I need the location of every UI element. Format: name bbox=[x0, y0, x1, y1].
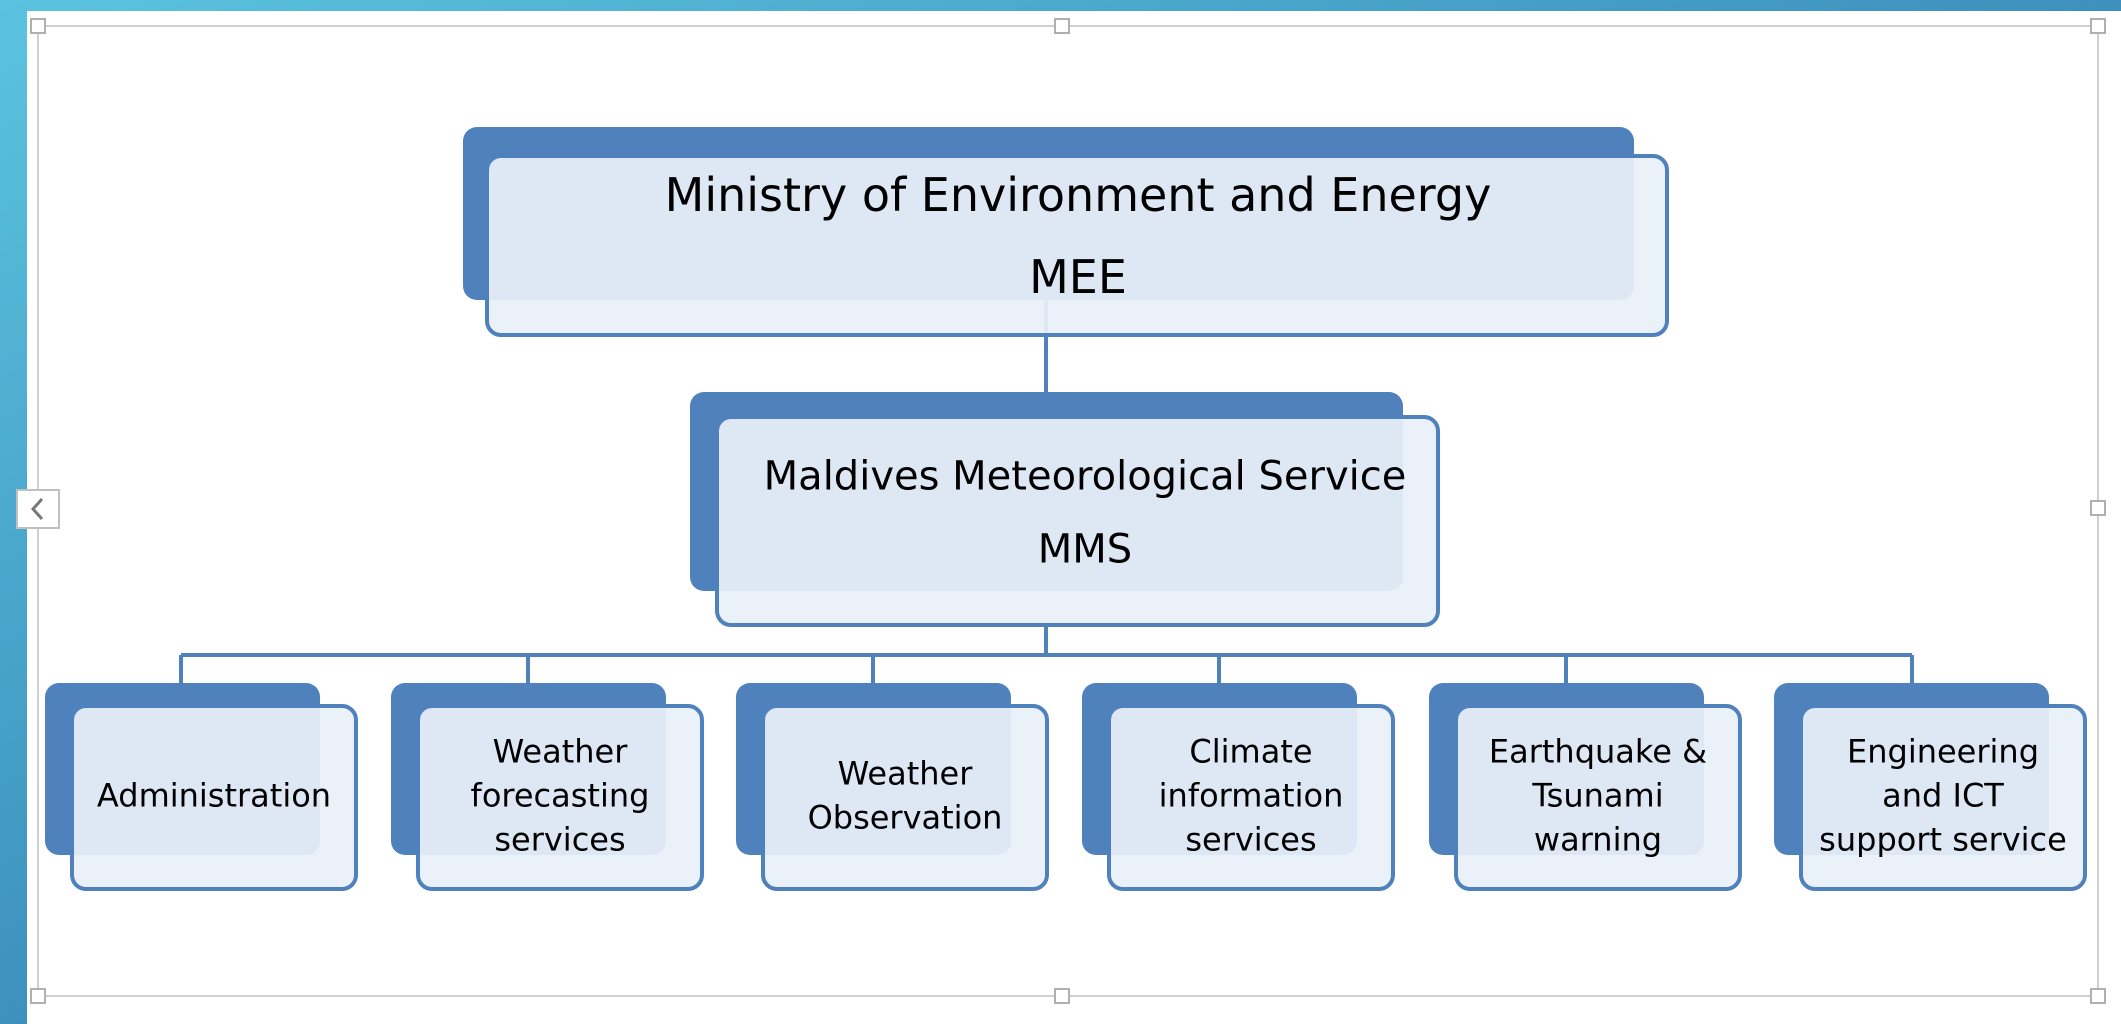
selection-handles bbox=[30, 18, 2106, 1004]
box-label: MMS bbox=[1038, 527, 1132, 573]
box bbox=[761, 704, 1049, 891]
box bbox=[70, 704, 358, 891]
box-label: Weather bbox=[838, 755, 974, 793]
box-label: Climate bbox=[1189, 733, 1312, 771]
org-chart: Ministry of Environment and Energy MEE Mal… bbox=[45, 127, 2087, 891]
box-label: Ministry of Environment and Energy bbox=[665, 168, 1492, 222]
box bbox=[715, 415, 1440, 627]
box-label: Engineering bbox=[1847, 733, 2039, 771]
box-label: Earthquake & bbox=[1489, 733, 1707, 771]
box bbox=[1107, 704, 1395, 891]
box-label: support service bbox=[1819, 821, 2067, 859]
box-label: Tsunami bbox=[1531, 777, 1663, 815]
box-label: Weather bbox=[493, 733, 629, 771]
box bbox=[1454, 704, 1742, 891]
box bbox=[416, 704, 704, 891]
box-label: services bbox=[494, 821, 625, 859]
expand-arrow bbox=[30, 497, 44, 521]
box-label: Maldives Meteorological Service bbox=[764, 454, 1407, 500]
box-label: Administration bbox=[97, 777, 331, 815]
box-label: forecasting bbox=[471, 777, 650, 815]
box bbox=[485, 154, 1669, 337]
box-label: warning bbox=[1534, 821, 1662, 859]
box-label: services bbox=[1185, 821, 1316, 859]
expand-button[interactable] bbox=[16, 489, 60, 529]
box bbox=[1799, 704, 2087, 891]
box-label: Observation bbox=[808, 799, 1003, 837]
box-label: MEE bbox=[1029, 250, 1127, 304]
box-label: and ICT bbox=[1882, 777, 2004, 815]
box-label: information bbox=[1159, 777, 1344, 815]
